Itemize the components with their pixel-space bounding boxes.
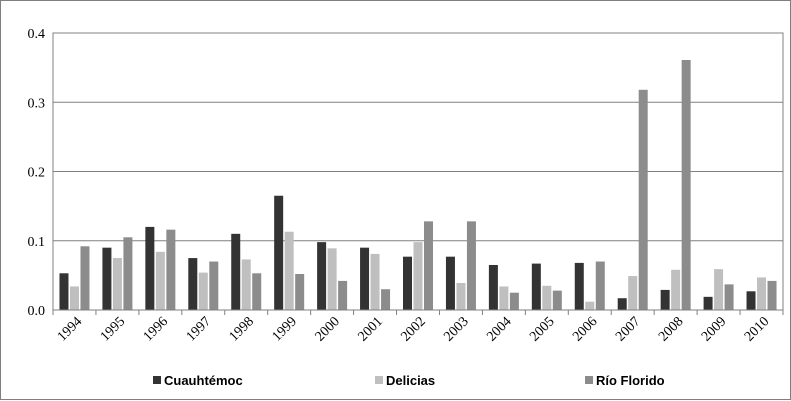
bar-1998-series-2: [252, 273, 261, 310]
y-tick-label: 0.4: [28, 27, 46, 42]
x-tick-label: 2010: [742, 314, 772, 344]
x-tick-label: 1999: [270, 314, 300, 344]
x-tick-label: 2000: [313, 314, 343, 344]
bar-2001-series-1: [371, 254, 380, 310]
x-tick-label: 2003: [441, 314, 471, 344]
bar-2005-series-1: [542, 286, 551, 310]
x-tick-label: 1994: [55, 314, 85, 344]
legend-swatch-1: [375, 376, 383, 384]
bar-1997-series-1: [199, 273, 208, 310]
bar-2007-series-2: [639, 90, 648, 310]
bar-2009-series-2: [725, 284, 734, 310]
x-tick-label: 1995: [98, 314, 128, 344]
x-tick-label: 1997: [184, 314, 214, 344]
legend-swatch-2: [585, 376, 593, 384]
bar-2004-series-2: [510, 293, 519, 310]
bar-1998-series-1: [242, 259, 251, 310]
bar-1996-series-0: [145, 227, 154, 310]
bar-2007-series-0: [618, 298, 627, 310]
bar-2010-series-2: [768, 281, 777, 310]
bar-2003-series-0: [446, 257, 455, 310]
bar-2010-series-0: [747, 291, 756, 310]
bar-2010-series-1: [757, 277, 766, 310]
bar-1997-series-2: [209, 262, 218, 310]
bar-2004-series-0: [489, 265, 498, 310]
bar-1995-series-2: [123, 237, 132, 310]
y-tick-label: 0.1: [28, 235, 46, 250]
bar-1998-series-0: [231, 234, 240, 310]
bar-2003-series-2: [467, 221, 476, 310]
bar-2002-series-1: [414, 242, 423, 310]
x-tick-label: 2002: [398, 314, 428, 344]
bar-1996-series-2: [166, 230, 175, 310]
bar-2000-series-0: [317, 242, 326, 310]
legend-swatch-0: [153, 376, 161, 384]
bar-1999-series-1: [285, 232, 294, 310]
bar-1994-series-1: [70, 286, 79, 310]
x-tick-label: 2006: [570, 314, 600, 344]
bar-1999-series-2: [295, 274, 304, 310]
y-tick-label: 0.2: [28, 166, 46, 181]
bar-2008-series-0: [661, 290, 670, 310]
bar-2006-series-1: [585, 302, 594, 310]
legend-label-0: Cuauhtémoc: [164, 373, 243, 388]
bar-1994-series-0: [59, 273, 68, 310]
bar-2002-series-0: [403, 257, 412, 310]
x-tick-label: 1996: [141, 314, 171, 344]
bar-2008-series-2: [682, 60, 691, 310]
bar-1995-series-1: [113, 258, 122, 310]
bar-2007-series-1: [628, 276, 637, 310]
bar-2005-series-2: [553, 291, 562, 310]
bar-2006-series-0: [575, 263, 584, 310]
legend-label-2: Río Florido: [596, 373, 665, 388]
bar-2001-series-0: [360, 248, 369, 310]
x-tick-label: 2004: [484, 314, 514, 344]
bar-2000-series-2: [338, 281, 347, 310]
x-tick-label: 1998: [227, 314, 257, 344]
bar-2006-series-2: [596, 262, 605, 310]
bar-1999-series-0: [274, 196, 283, 310]
x-tick-label: 2009: [699, 314, 729, 344]
y-tick-label: 0.3: [28, 96, 46, 111]
bar-2009-series-1: [714, 269, 723, 310]
legend-label-1: Delicias: [386, 373, 435, 388]
bar-2008-series-1: [671, 270, 680, 310]
bar-1997-series-0: [188, 258, 197, 310]
x-tick-label: 2001: [355, 314, 385, 344]
bar-2002-series-2: [424, 221, 433, 310]
bar-1994-series-2: [80, 246, 89, 310]
bar-2009-series-0: [704, 297, 713, 310]
x-tick-label: 2008: [656, 314, 686, 344]
x-tick-label: 2007: [613, 314, 643, 344]
y-tick-label: 0.0: [28, 304, 46, 319]
bar-2001-series-2: [381, 289, 390, 310]
bar-1996-series-1: [156, 252, 165, 310]
bar-2003-series-1: [456, 283, 465, 310]
bar-1995-series-0: [102, 248, 111, 310]
bar-2000-series-1: [328, 248, 337, 310]
x-tick-label: 2005: [527, 314, 557, 344]
bar-2004-series-1: [499, 286, 508, 310]
bar-2005-series-0: [532, 264, 541, 310]
